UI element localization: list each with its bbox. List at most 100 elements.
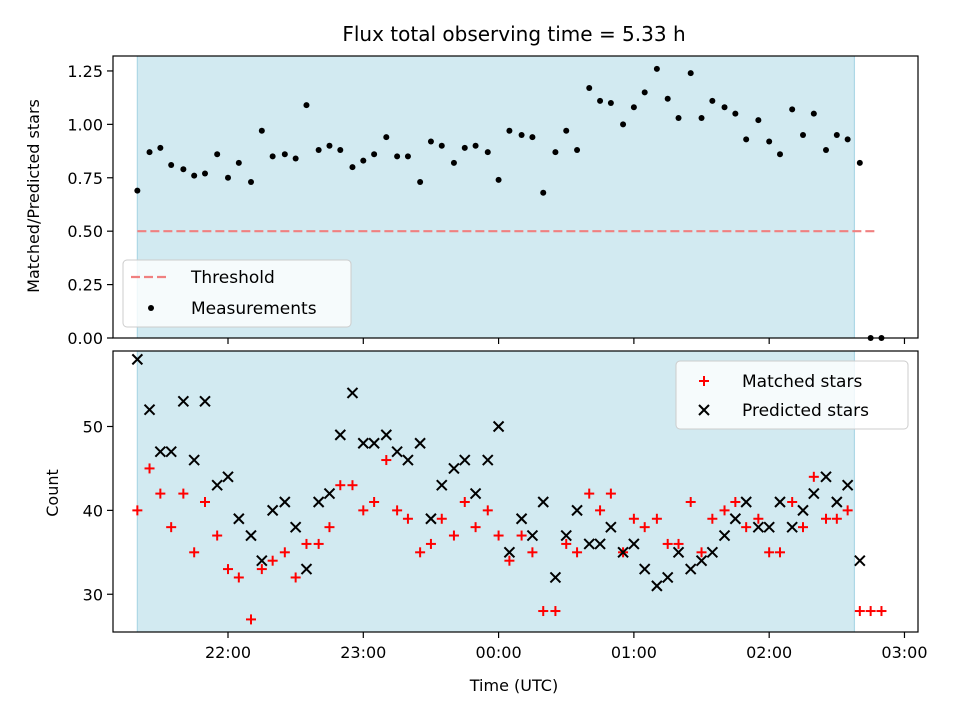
matched-star-point xyxy=(865,606,876,617)
matched-star-point xyxy=(144,463,155,474)
matched-star-point xyxy=(798,522,808,533)
measurement-point xyxy=(371,151,378,158)
matched-star-point xyxy=(301,538,312,549)
matched-star-point xyxy=(753,513,764,524)
chart-title: Flux total observing time = 5.33 h xyxy=(342,22,685,46)
predicted-star-point xyxy=(854,554,866,567)
legend-measurements-swatch xyxy=(148,305,154,311)
measurement-point xyxy=(552,149,559,156)
predicted-star-point xyxy=(594,538,606,550)
predicted-star-point xyxy=(651,580,663,592)
legend: Threshold Measurements xyxy=(122,259,352,328)
measurement-point xyxy=(326,142,333,149)
measurement-point xyxy=(349,164,356,171)
measurement-point xyxy=(709,97,716,104)
predicted-star-point xyxy=(279,496,291,508)
measurement-point xyxy=(574,147,581,153)
measurement-point xyxy=(134,187,141,194)
predicted-star-point xyxy=(143,404,156,416)
matched-star-point xyxy=(290,572,301,583)
predicted-star-point xyxy=(786,521,798,533)
matched-star-point xyxy=(402,513,413,524)
matched-star-point xyxy=(685,496,696,507)
matched-star-point xyxy=(166,522,177,533)
measurement-point xyxy=(743,136,750,143)
predicted-star-point xyxy=(537,496,549,508)
predicted-star-point xyxy=(300,563,313,575)
matched-star-point xyxy=(425,538,436,549)
predicted-star-point xyxy=(154,445,167,458)
predicted-star-point xyxy=(165,445,177,458)
measurement-point xyxy=(664,95,671,102)
predicted-star-point xyxy=(357,437,370,449)
measurement-point xyxy=(810,110,817,117)
matched-star-point xyxy=(493,530,504,541)
predicted-star-point xyxy=(459,454,471,466)
measurement-point xyxy=(597,97,604,104)
matched-star-point xyxy=(369,496,380,507)
legend-predicted-swatch xyxy=(698,404,710,416)
matched-star-point xyxy=(673,538,684,549)
measurement-point xyxy=(461,144,468,151)
predicted-star-point xyxy=(628,538,640,550)
measurement-point xyxy=(586,85,593,92)
predicted-star-point xyxy=(391,445,403,458)
matched-star-point xyxy=(256,564,267,575)
predicted-star-point xyxy=(526,529,539,542)
matched-star-point xyxy=(854,606,865,617)
predicted-star-point xyxy=(425,513,437,525)
predicted-star-point xyxy=(661,571,674,584)
measurement-point xyxy=(529,134,536,141)
measurement-point xyxy=(630,104,637,111)
measurement-point xyxy=(225,174,231,181)
predicted-star-point xyxy=(571,504,583,517)
predicted-star-point xyxy=(549,571,562,584)
measurement-point xyxy=(258,127,265,134)
y-tick-label: 0.75 xyxy=(67,169,103,188)
matched-star-point xyxy=(527,547,538,558)
predicted-star-point xyxy=(222,471,234,483)
predicted-star-point xyxy=(177,395,190,408)
measurement-point xyxy=(607,100,614,106)
measurement-point xyxy=(417,179,424,186)
predicted-star-point xyxy=(583,538,595,550)
measurement-point xyxy=(789,106,796,113)
x-tick-label: 23:00 xyxy=(340,643,386,662)
x-tick-label: 22:00 xyxy=(205,643,251,662)
measurement-point xyxy=(315,147,322,153)
measurement-point xyxy=(518,132,525,139)
predicted-star-point xyxy=(266,504,279,517)
matched-star-point xyxy=(392,505,403,516)
matched-star-point xyxy=(605,488,616,499)
predicted-star-point xyxy=(346,387,359,399)
legend-matched-swatch xyxy=(699,376,709,386)
matched-star-point xyxy=(821,513,831,524)
matched-star-point xyxy=(436,513,447,524)
measurement-point xyxy=(823,147,829,153)
matched-star-point xyxy=(482,505,493,516)
matched-star-point xyxy=(335,480,346,491)
matched-star-point xyxy=(730,496,741,507)
measurement-point xyxy=(675,114,682,121)
predicted-star-point xyxy=(718,529,731,542)
matched-star-point xyxy=(279,547,290,558)
predicted-star-point xyxy=(831,496,843,508)
measurement-point xyxy=(157,144,164,151)
legend-matched-label: Matched stars xyxy=(742,372,862,392)
matched-star-point xyxy=(347,480,358,491)
measurement-point xyxy=(303,102,310,109)
measurement-point xyxy=(472,142,479,149)
measurement-point xyxy=(146,149,153,156)
measurement-point xyxy=(394,153,401,160)
measurement-point xyxy=(281,151,288,158)
x-tick-label: 01:00 xyxy=(611,643,657,662)
predicted-star-point xyxy=(515,513,528,525)
matched-star-point xyxy=(662,538,673,549)
legend-measurements-label: Measurements xyxy=(191,299,317,319)
matched-star-point xyxy=(516,530,527,541)
matched-star-point xyxy=(550,606,561,617)
legend-predicted-label: Predicted stars xyxy=(742,401,869,421)
predicted-star-point xyxy=(199,395,211,408)
predicted-star-point xyxy=(245,529,257,542)
matched-star-point xyxy=(233,572,244,583)
